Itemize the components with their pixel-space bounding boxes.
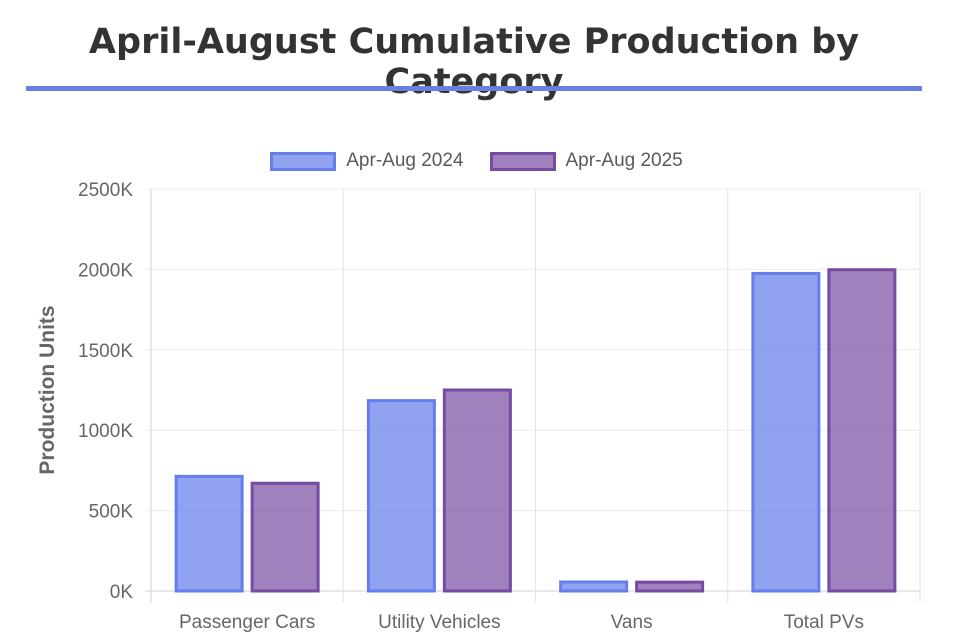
y-axis-title: Production Units [36, 305, 59, 474]
y-tick-label: 2000K [78, 260, 133, 281]
bar-2024-0 [174, 474, 244, 593]
bar-2025-1 [442, 388, 512, 593]
legend-label-2025: Apr-Aug 2025 [565, 150, 683, 171]
legend-item-2025[interactable]: Apr-Aug 2025 [489, 150, 683, 172]
legend-swatch-2025 [489, 151, 556, 171]
legend-item-2024[interactable]: Apr-Aug 2024 [270, 150, 464, 172]
x-tick-label: Utility Vehicles [378, 612, 501, 633]
bar-2024-2 [559, 580, 629, 593]
y-tick-label: 2500K [78, 180, 133, 201]
bar-2025-2 [635, 580, 705, 593]
chart-legend: Apr-Aug 2024 Apr-Aug 2025 [0, 148, 953, 174]
legend-swatch-2024 [270, 151, 337, 171]
y-tick-label: 500K [89, 502, 134, 523]
title-underline [26, 86, 922, 91]
y-tick-label: 0K [110, 582, 134, 603]
x-tick-label: Vans [611, 612, 653, 633]
bar-2025-3 [827, 268, 897, 593]
y-tick-label: 1500K [78, 341, 133, 362]
legend-label-2024: Apr-Aug 2024 [346, 150, 464, 171]
x-tick-label: Total PVs [784, 612, 864, 633]
x-tick-label: Passenger Cars [179, 612, 315, 633]
y-tick-label: 1000K [78, 421, 133, 442]
bar-2024-1 [366, 399, 436, 593]
bar-2025-0 [250, 481, 320, 593]
page-title: April-August Cumulative Production by Ca… [88, 22, 860, 102]
bar-2024-3 [751, 271, 821, 593]
